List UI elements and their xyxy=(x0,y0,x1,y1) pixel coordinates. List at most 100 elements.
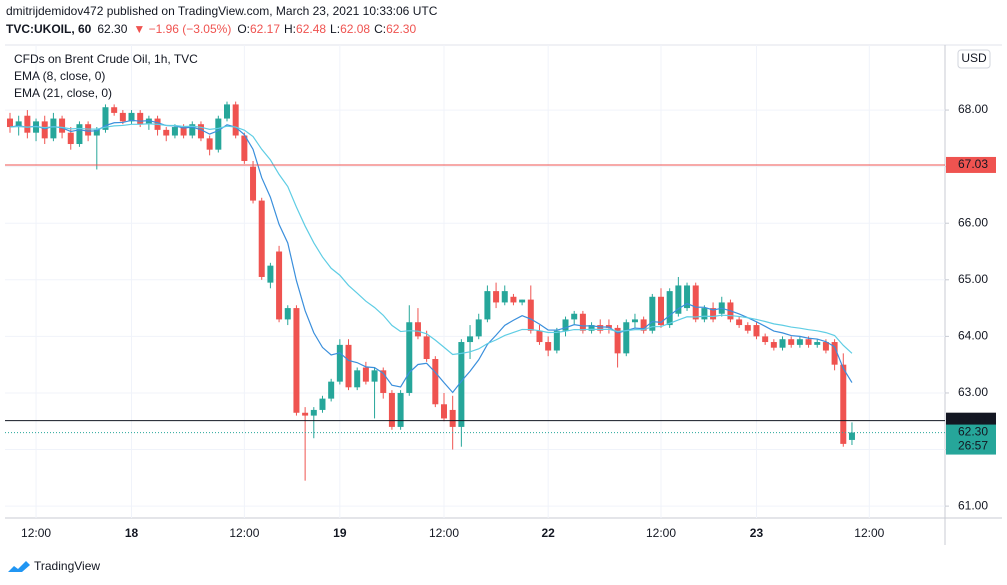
x-tick-label: 12:00 xyxy=(854,526,884,540)
candle-body xyxy=(510,296,517,303)
currency[interactable]: USD xyxy=(961,51,987,65)
candle-body xyxy=(562,319,569,331)
candle-body xyxy=(67,132,74,145)
candle-body xyxy=(805,339,812,345)
symbol: TVC:UKOIL, 60 xyxy=(6,22,92,36)
price-label-box xyxy=(946,424,996,455)
candle-body xyxy=(710,308,717,320)
quote-value: 62.48 xyxy=(296,22,326,36)
candle-body xyxy=(449,409,456,427)
candle-body xyxy=(788,339,795,345)
candle-body xyxy=(128,112,135,122)
candle-body xyxy=(397,392,404,427)
candle-body xyxy=(623,322,630,354)
candle-body xyxy=(119,112,126,122)
candle-body xyxy=(85,124,92,136)
candle-body xyxy=(59,118,66,133)
candle-body xyxy=(588,325,595,331)
candle-body xyxy=(215,118,222,150)
y-tick-label: 61.00 xyxy=(958,498,988,512)
candle-body xyxy=(258,200,265,277)
candle-body xyxy=(432,359,439,405)
candle-body xyxy=(137,112,144,125)
candle-body xyxy=(319,398,326,410)
candle-body xyxy=(597,325,604,331)
candle-body xyxy=(371,370,378,382)
candle-body xyxy=(701,308,708,320)
x-tick-label: 23 xyxy=(750,526,764,540)
candle-body xyxy=(302,412,309,416)
logo xyxy=(8,561,30,572)
candle-body xyxy=(475,319,482,337)
candle-body xyxy=(310,409,317,416)
candle-body xyxy=(762,336,769,343)
x-tick-label: 19 xyxy=(333,526,347,540)
candle-body xyxy=(458,342,465,427)
y-tick-label: 66.00 xyxy=(958,215,988,229)
candle-body xyxy=(232,104,239,136)
y-tick-label: 64.00 xyxy=(958,329,988,343)
candle-body xyxy=(354,370,361,388)
candle-body xyxy=(345,344,352,388)
price-label: 62.30 xyxy=(958,425,988,439)
x-tick-label: 22 xyxy=(541,526,555,540)
price-label: 62.51 xyxy=(958,413,988,427)
candle-body xyxy=(571,313,578,320)
legend-item: EMA (8, close, 0) xyxy=(14,69,105,83)
candle-body xyxy=(284,308,291,320)
quote-value: 62.08 xyxy=(340,22,370,36)
candle-body xyxy=(406,322,413,393)
last-price: 62.30 xyxy=(97,22,127,36)
candle-body xyxy=(614,327,621,354)
candle-body xyxy=(163,129,170,136)
candle-body xyxy=(276,251,283,320)
quote-value: 62.17 xyxy=(250,22,280,36)
candle-body xyxy=(640,319,647,331)
candle-body xyxy=(293,308,300,413)
candle-body xyxy=(770,342,777,348)
candle-body xyxy=(658,296,664,326)
candle-body xyxy=(484,291,491,320)
candle-body xyxy=(736,319,743,326)
candle-body xyxy=(24,115,31,133)
candle-body xyxy=(822,342,829,351)
ema-line xyxy=(9,123,853,356)
candle-body xyxy=(241,135,248,161)
candle-body xyxy=(76,124,83,145)
candle-body xyxy=(519,299,526,303)
candle-body xyxy=(423,336,430,360)
candle-body xyxy=(796,339,803,345)
ema-line xyxy=(9,119,853,394)
candle-body xyxy=(553,330,560,351)
currency-button[interactable] xyxy=(957,49,991,69)
candle-body xyxy=(93,129,100,136)
candle-body xyxy=(493,291,500,303)
quote-line: TVC:UKOIL, 60 62.30 ▼ −1.96 (−3.05%) O:62.1… xyxy=(6,22,416,36)
candle-body xyxy=(649,296,656,331)
candle-body xyxy=(692,285,699,320)
candle-body xyxy=(467,336,474,343)
x-tick-label: 12:00 xyxy=(646,526,676,540)
candle-body xyxy=(414,322,421,337)
candle-body xyxy=(362,367,369,382)
candle-body xyxy=(675,285,682,314)
candle-body xyxy=(380,370,387,393)
y-tick-label: 65.00 xyxy=(958,272,988,286)
change: ▼ −1.96 (−3.05%) xyxy=(133,22,231,36)
brand: TradingView xyxy=(34,559,100,573)
candle-body xyxy=(753,325,760,337)
candle-body xyxy=(250,166,257,201)
legend: CFDs on Brent Crude Oil, 1h, TVC EMA (8,… xyxy=(14,52,198,100)
candle-body xyxy=(605,325,612,328)
x-tick-label: 12:00 xyxy=(429,526,459,540)
candle-body xyxy=(7,118,13,128)
candle-body xyxy=(536,330,543,343)
candle-body xyxy=(206,138,213,150)
author-line: dmitrijdemidov472 published on TradingVi… xyxy=(6,4,438,18)
candle-body xyxy=(441,404,447,419)
candle-body xyxy=(840,364,847,444)
candle-body xyxy=(267,265,274,283)
candle-body xyxy=(631,319,638,323)
price-axis: 61.0062.0063.0064.0065.0066.0067.0068.00… xyxy=(21,102,996,540)
